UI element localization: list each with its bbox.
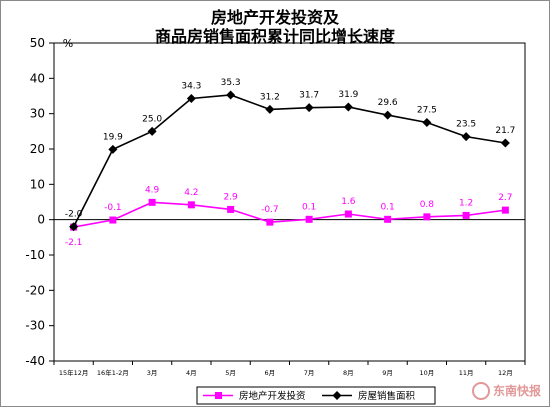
data-label: 35.3 — [221, 78, 241, 88]
y-tick-label: 40 — [30, 71, 45, 85]
data-point-square — [266, 218, 274, 226]
data-point-diamond — [147, 126, 157, 136]
x-tick-label: 12月 — [498, 369, 513, 377]
data-label: 25.0 — [142, 114, 162, 124]
data-label: 21.7 — [495, 126, 515, 136]
data-point-square — [227, 205, 235, 213]
data-point-square — [501, 206, 509, 214]
data-label: 0.8 — [420, 200, 435, 210]
series-line — [72, 94, 506, 228]
chart-title: 房地产开发投资及 — [210, 8, 339, 27]
series-line — [73, 201, 506, 228]
data-label: 34.3 — [181, 81, 201, 91]
x-tick-label: 10月 — [419, 369, 434, 377]
data-label: 4.9 — [145, 185, 160, 195]
chart-subtitle: 商品房销售面积累计同比增长速度 — [154, 27, 395, 46]
legend-label: 房屋销售面积 — [358, 390, 416, 402]
y-tick-label: 20 — [30, 142, 45, 156]
x-tick-label: 8月 — [343, 369, 354, 377]
legend-marker-square — [215, 392, 222, 399]
data-label: -2.1 — [65, 238, 83, 248]
data-point-square — [305, 215, 313, 223]
y-tick-label: 30 — [30, 107, 45, 121]
x-tick-label: 16年1-2月 — [97, 368, 129, 377]
data-label: 31.2 — [260, 92, 280, 102]
y-tick-label: 10 — [30, 177, 45, 191]
x-tick-label: 7月 — [304, 369, 315, 377]
y-unit-label: % — [63, 37, 73, 50]
data-label: -2.0 — [65, 210, 83, 220]
x-tick-label: 11月 — [459, 369, 474, 377]
data-label: 31.7 — [299, 91, 319, 101]
data-point-diamond — [343, 102, 353, 112]
data-label: -0.7 — [261, 205, 279, 215]
data-point-diamond — [186, 93, 196, 103]
data-label: -0.1 — [104, 203, 122, 213]
data-point-diamond — [383, 110, 393, 120]
data-point-square — [344, 210, 352, 218]
data-label: 23.5 — [456, 120, 476, 130]
plot-area-frame — [53, 42, 526, 362]
legend-box — [196, 386, 436, 405]
x-tick-label: 6月 — [265, 369, 276, 377]
data-label: 2.9 — [223, 192, 238, 202]
y-tick-label: -40 — [25, 354, 45, 368]
data-point-diamond — [265, 104, 275, 114]
data-point-diamond — [226, 90, 236, 100]
data-point-square — [187, 201, 195, 209]
legend-marker-diamond — [332, 391, 342, 400]
data-label: 1.2 — [459, 198, 473, 208]
data-point-diamond — [461, 132, 471, 142]
data-label: 29.6 — [378, 98, 398, 108]
data-point-square — [423, 213, 431, 221]
x-tick-label: 15年12月 — [59, 368, 89, 377]
watermark: 东南快报 — [471, 382, 541, 400]
data-label: 0.1 — [302, 202, 316, 212]
y-tick-label: -30 — [25, 319, 45, 333]
y-tick-label: -10 — [25, 248, 45, 262]
legend-label: 房地产开发投资 — [239, 390, 306, 402]
data-label: 19.9 — [103, 132, 123, 142]
data-point-square — [462, 211, 470, 219]
y-tick-label: 50 — [30, 36, 45, 50]
x-tick-label: 5月 — [225, 369, 236, 377]
data-label: 4.2 — [184, 188, 198, 198]
x-tick-label: 4月 — [186, 369, 197, 377]
x-tick-label: 3月 — [147, 369, 158, 377]
y-tick-label: -20 — [25, 283, 45, 297]
data-label: 0.1 — [380, 202, 394, 212]
data-point-square — [384, 215, 392, 223]
data-point-square — [109, 216, 117, 224]
watermark-text: 东南快报 — [492, 383, 541, 398]
data-point-square — [148, 198, 156, 206]
data-point-diamond — [422, 118, 432, 127]
data-label: 27.5 — [417, 106, 437, 116]
watermark-logo-icon — [471, 382, 490, 400]
data-label: 2.7 — [498, 193, 512, 203]
data-point-diamond — [108, 144, 118, 154]
x-tick-label: 9月 — [382, 369, 393, 377]
data-point-diamond — [304, 103, 314, 113]
y-tick-label: 0 — [37, 213, 45, 227]
data-point-diamond — [500, 138, 510, 148]
data-point-diamond — [69, 222, 79, 232]
data-label: 1.6 — [341, 197, 356, 207]
data-label: 31.9 — [338, 90, 358, 100]
